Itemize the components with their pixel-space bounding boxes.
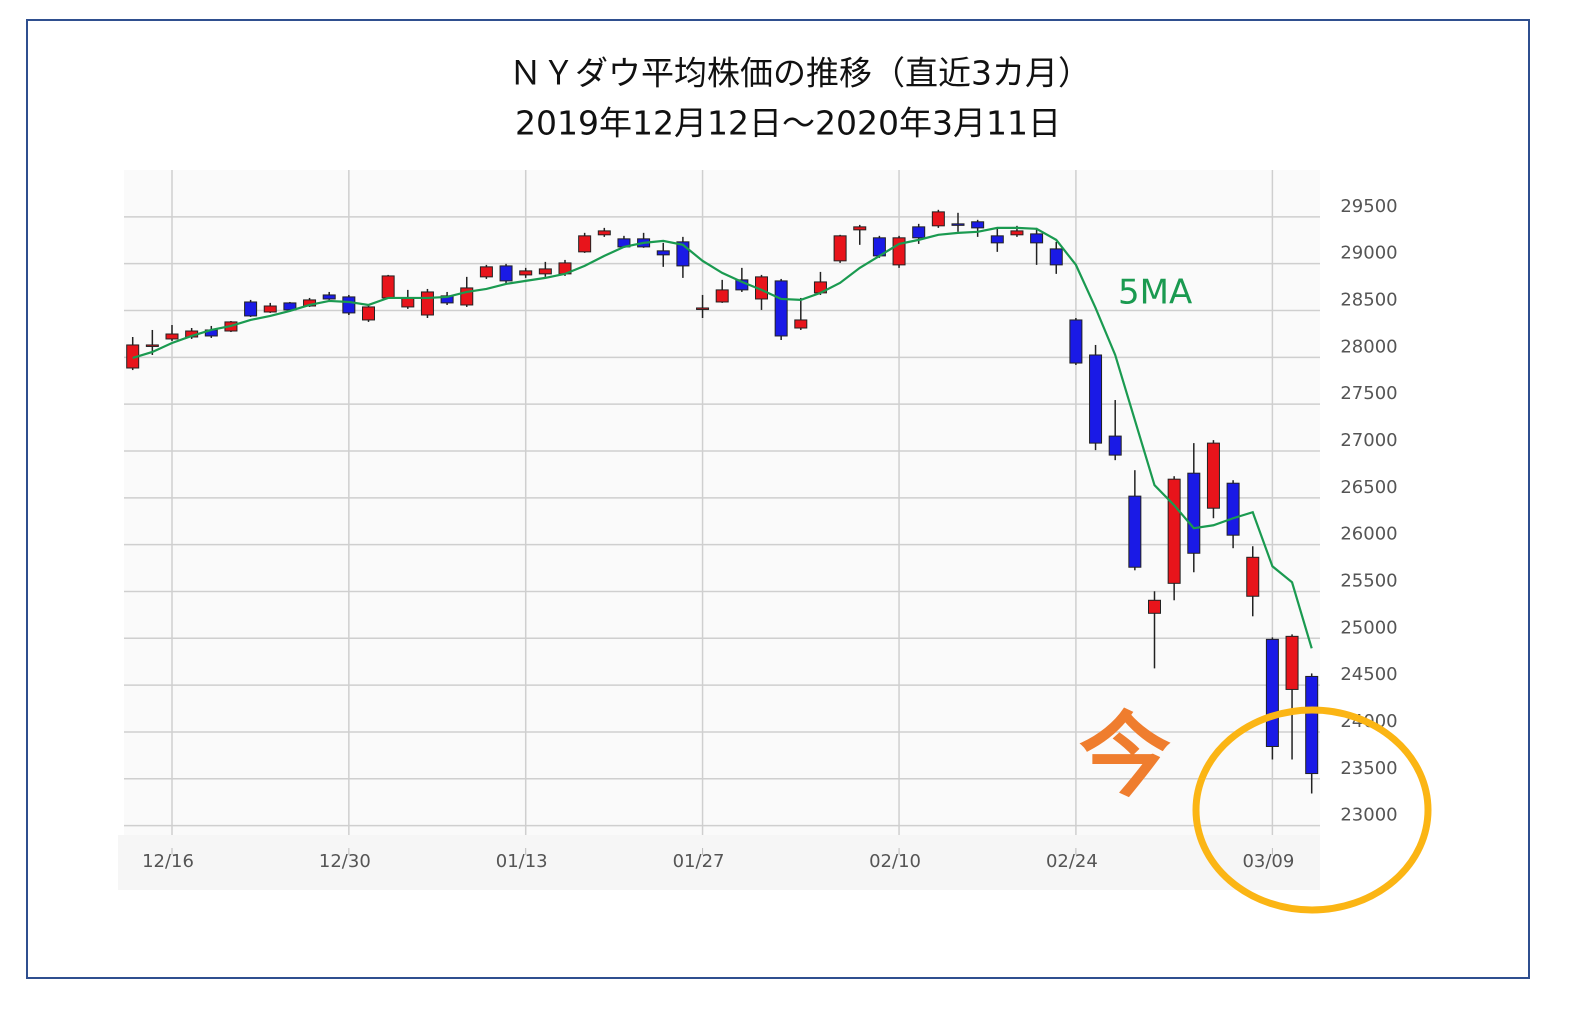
candle-body xyxy=(951,223,965,226)
y-tick-label: 27500 xyxy=(1340,383,1397,404)
y-tick-label: 25500 xyxy=(1340,570,1397,591)
candle-body xyxy=(322,294,336,300)
candle-body xyxy=(931,211,945,227)
candle-body xyxy=(342,296,356,314)
candle-body xyxy=(990,235,1004,244)
y-tick-label: 28000 xyxy=(1340,336,1397,357)
candle-body xyxy=(538,268,552,275)
y-tick-label: 25000 xyxy=(1340,617,1397,638)
candle-body xyxy=(1285,635,1299,690)
x-axis-band xyxy=(118,835,1320,890)
candle-body xyxy=(145,344,159,347)
y-tick-label: 26000 xyxy=(1340,524,1397,545)
ma-line xyxy=(132,226,1313,649)
y-tick-label: 29000 xyxy=(1340,243,1397,264)
x-tick-label: 12/30 xyxy=(319,851,371,872)
candle-body xyxy=(696,307,710,310)
candle-body xyxy=(1128,495,1142,568)
candle-body xyxy=(833,235,847,262)
y-tick-label: 28500 xyxy=(1340,289,1397,310)
y-tick-label: 29500 xyxy=(1340,196,1397,217)
candle-body xyxy=(853,226,867,231)
candle-body xyxy=(1049,248,1063,266)
candle-body xyxy=(715,289,729,303)
candle-body xyxy=(1089,354,1103,444)
candle-body xyxy=(1010,230,1024,236)
candle-body xyxy=(1167,478,1181,584)
x-tick-label: 01/27 xyxy=(673,851,725,872)
x-tick-label: 02/24 xyxy=(1046,851,1098,872)
annotation: 今 xyxy=(1079,702,1171,809)
candle-body xyxy=(1226,482,1240,536)
chart-title: ＮＹダウ平均株価の推移（直近3カ月） xyxy=(509,54,1091,93)
candle-body xyxy=(892,237,906,266)
x-tick-label: 12/16 xyxy=(142,851,194,872)
candle-body xyxy=(1069,319,1083,364)
x-tick-label: 01/13 xyxy=(496,851,548,872)
candle-body xyxy=(1206,442,1220,509)
candle-body xyxy=(165,333,179,340)
y-tick-label: 23000 xyxy=(1340,805,1397,826)
candle-body xyxy=(1108,435,1122,456)
candle-body xyxy=(656,250,670,256)
candle-body xyxy=(1246,556,1260,597)
candle-body xyxy=(794,319,808,329)
ma-label: 5MA xyxy=(1118,273,1192,313)
candle-body xyxy=(263,305,277,313)
candle-body xyxy=(519,270,533,276)
candle-body xyxy=(1305,675,1319,775)
candle-body xyxy=(244,301,258,317)
candle-body xyxy=(1265,638,1279,747)
candle-body xyxy=(499,265,513,282)
y-tick-label: 23500 xyxy=(1340,758,1397,779)
y-tick-label: 27000 xyxy=(1340,430,1397,451)
candle-body xyxy=(420,291,434,316)
highlight-circle xyxy=(1192,706,1432,914)
candle-body xyxy=(362,306,375,321)
candle-body xyxy=(381,275,395,299)
candle-body xyxy=(1030,233,1044,244)
candle-body xyxy=(1148,599,1161,614)
candle-body xyxy=(401,297,415,308)
candle-body xyxy=(578,235,592,253)
candle-body xyxy=(1187,472,1201,554)
x-tick-label: 02/10 xyxy=(869,851,921,872)
candle-body xyxy=(912,226,926,239)
candle-body xyxy=(597,230,611,236)
y-tick-label: 26500 xyxy=(1340,477,1397,498)
candle-body xyxy=(774,280,788,337)
chart-subtitle: 2019年12月12日～2020年3月11日 xyxy=(515,104,1061,143)
y-tick-label: 24500 xyxy=(1340,664,1397,685)
candle-body xyxy=(479,266,493,278)
candle-body xyxy=(971,221,985,229)
x-tick-label: 03/09 xyxy=(1242,851,1294,872)
